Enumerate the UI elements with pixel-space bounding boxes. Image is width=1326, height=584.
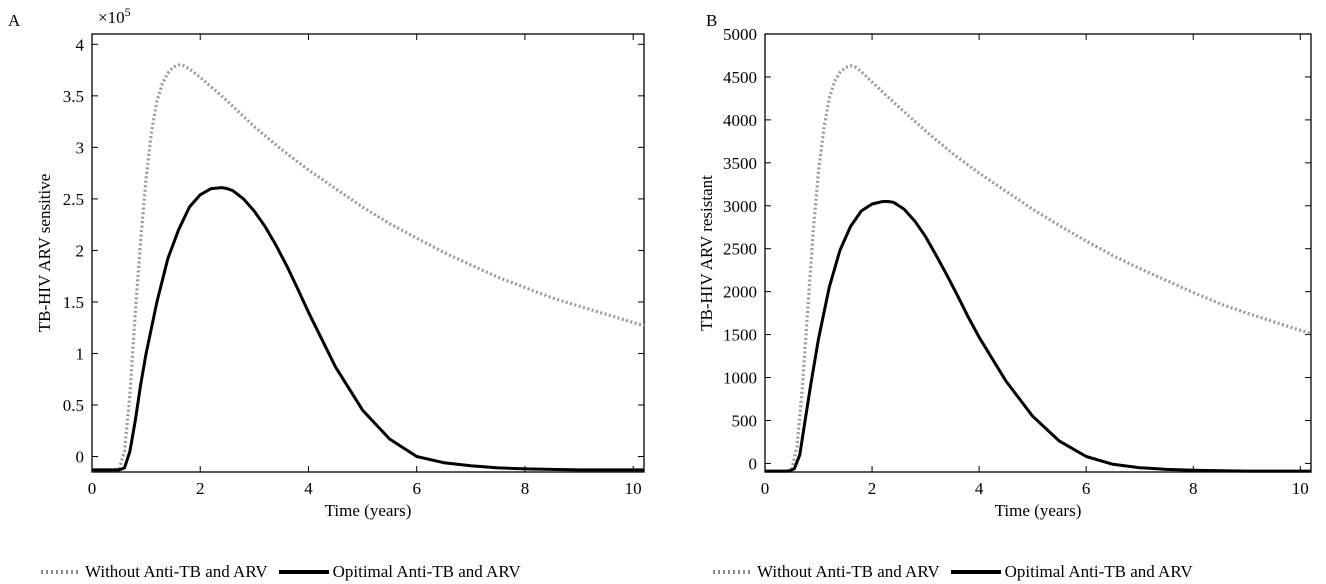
chart-panel-a: A 0 2 4 6 8 10 0 0.5 1 1.5 2 2.5 3 3.5 4 Time (years) TB-…	[8, 5, 645, 520]
x-tick-label: 6	[412, 479, 421, 498]
x-tick-label: 0	[88, 479, 97, 498]
panel-label: A	[8, 11, 21, 30]
y-tick-label: 3000	[723, 197, 757, 216]
y-axis-label: TB-HIV ARV resistant	[697, 175, 716, 331]
y-tick-label: 0	[749, 454, 758, 473]
y-tick-label: 1.5	[63, 293, 84, 312]
series-line-optimal	[765, 200, 1311, 473]
x-axis-label: Time (years)	[325, 501, 412, 520]
x-tick-label: 6	[1082, 479, 1091, 498]
y-tick-label: 0	[76, 448, 85, 467]
x-tick-label: 4	[975, 479, 984, 498]
y-tick-label: 500	[732, 411, 758, 430]
y-tick-label: 4000	[723, 111, 757, 130]
y-tick-label: 2	[76, 241, 85, 260]
y-tick-label: 1000	[723, 369, 757, 388]
series-line-optimal	[92, 186, 644, 472]
series-line-without	[92, 63, 645, 472]
y-tick-label: 3	[76, 138, 85, 157]
plot-frame	[91, 33, 645, 473]
y-multiplier: ×105	[98, 5, 131, 27]
legend-label-optimal: Opitimal Anti-TB and ARV	[1004, 562, 1193, 581]
x-tick-label: 2	[868, 479, 877, 498]
legend-label-without: Without Anti-TB and ARV	[85, 562, 268, 581]
y-tick-label: 1500	[723, 326, 757, 345]
dotted-line-swatch	[41, 570, 81, 574]
legend-panel-b: Without Anti-TB and ARV Opitimal Anti-TB…	[712, 562, 1203, 582]
legend-label-optimal: Opitimal Anti-TB and ARV	[332, 562, 521, 581]
x-tick-label: 10	[625, 479, 642, 498]
y-tick-label: 2500	[723, 240, 757, 259]
legend-label-without: Without Anti-TB and ARV	[757, 562, 940, 581]
legend-panel-a: Without Anti-TB and ARV Opitimal Anti-TB…	[40, 562, 531, 582]
legend-item-without: Without Anti-TB and ARV	[40, 562, 268, 582]
x-tick-label: 8	[1189, 479, 1198, 498]
y-tick-label: 2.5	[63, 190, 84, 209]
x-tick-label: 0	[761, 479, 770, 498]
x-tick-label: 10	[1292, 479, 1309, 498]
chart-panel-b: B 0 2 4 6 8 10 0 500 1000 1500 2000 2500 3000 3500 4000…	[697, 11, 1312, 520]
y-axis-label: TB-HIV ARV sensitive	[35, 174, 54, 333]
x-tick-label: 2	[196, 479, 205, 498]
solid-line-swatch	[278, 570, 329, 574]
y-tick-label: 3.5	[63, 87, 84, 106]
y-tick-label: 1	[76, 344, 85, 363]
x-tick-label: 8	[521, 479, 530, 498]
series-line-without	[765, 64, 1312, 473]
panel-label: B	[706, 11, 717, 30]
solid-line-swatch	[950, 570, 1001, 574]
legend-item-optimal: Opitimal Anti-TB and ARV	[278, 562, 521, 582]
plot-frame	[764, 33, 1312, 473]
y-tick-label: 2000	[723, 283, 757, 302]
legend-item-without: Without Anti-TB and ARV	[712, 562, 940, 582]
dotted-line-swatch	[713, 570, 753, 574]
y-tick-label: 4500	[723, 68, 757, 87]
x-axis-label: Time (years)	[995, 501, 1082, 520]
y-tick-label: 3500	[723, 154, 757, 173]
legend-item-optimal: Opitimal Anti-TB and ARV	[950, 562, 1193, 582]
y-tick-label: 0.5	[63, 396, 84, 415]
x-tick-label: 4	[304, 479, 313, 498]
y-tick-label: 4	[76, 35, 85, 54]
y-tick-label: 5000	[723, 25, 757, 44]
